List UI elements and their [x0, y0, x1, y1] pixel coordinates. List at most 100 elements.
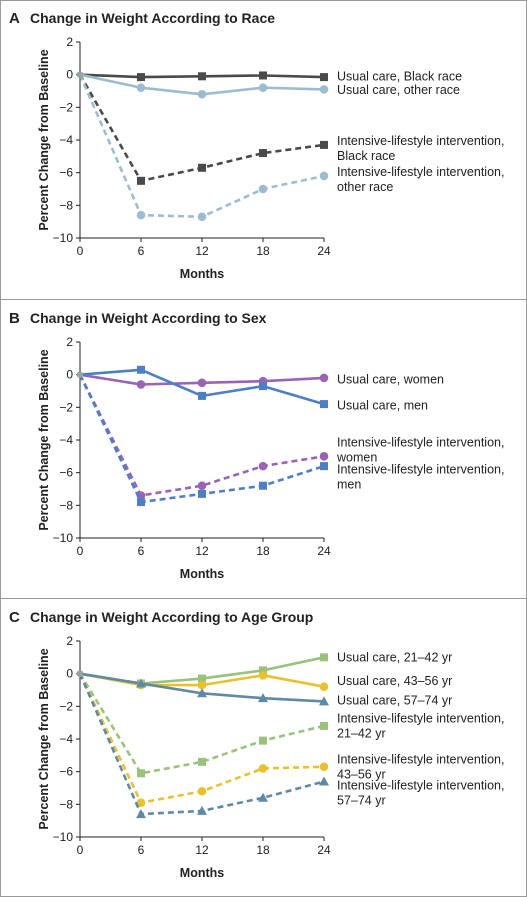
x-tick-label: 0: [77, 544, 84, 558]
legend-label: Usual care, other race: [337, 83, 460, 97]
data-point: [319, 682, 329, 692]
data-point: [197, 89, 207, 99]
data-point: [258, 693, 268, 703]
x-tick-label: 12: [195, 843, 209, 857]
legend-label: Usual care, Black race: [337, 69, 462, 83]
data-point: [197, 212, 207, 222]
data-point: [258, 83, 268, 93]
data-point: [258, 792, 268, 802]
x-tick-label: 18: [256, 244, 270, 258]
data-point: [198, 757, 206, 766]
x-tick-label: 12: [195, 244, 209, 258]
y-tick-label: −4: [59, 433, 73, 447]
data-point: [198, 391, 206, 400]
data-point: [136, 809, 146, 819]
data-point: [136, 210, 146, 220]
series-line: [78, 374, 325, 497]
chart-title: Change in Weight According to Race: [30, 10, 275, 26]
data-point: [319, 452, 329, 461]
data-point: [258, 671, 268, 680]
y-tick-label: −4: [59, 732, 73, 746]
x-axis-label: Months: [180, 267, 224, 281]
data-point: [76, 71, 84, 78]
legend-label: Intensive-lifestyle intervention, men: [337, 462, 504, 491]
y-tick-label: −10: [53, 830, 74, 844]
legend-label: Intensive-lifestyle intervention, Black r…: [337, 134, 504, 163]
y-tick-label: −8: [59, 498, 73, 512]
data-point: [319, 171, 329, 181]
data-point: [319, 762, 329, 772]
data-point: [320, 140, 328, 149]
data-point: [259, 71, 267, 80]
data-point: [198, 489, 206, 498]
data-point: [197, 481, 207, 491]
data-point: [258, 764, 268, 773]
data-point: [198, 72, 206, 81]
legend-label: Intensive-lifestyle intervention, women: [336, 435, 504, 464]
y-tick-label: 0: [66, 667, 73, 681]
data-point: [320, 653, 328, 662]
panel-c: C Change in Weight According to Age Group…: [1, 598, 526, 897]
data-point: [319, 776, 329, 786]
data-point: [137, 176, 145, 185]
x-tick-label: 12: [195, 544, 209, 558]
chart-title: Change in Weight According to Age Group: [30, 609, 313, 625]
data-point: [137, 769, 145, 778]
y-tick-label: −8: [59, 198, 73, 212]
legend-label: Intensive-lifestyle intervention, other r…: [337, 165, 504, 194]
legend-label: Intensive-lifestyle intervention, 21–42 y…: [337, 712, 504, 741]
y-tick-label: −2: [59, 699, 73, 713]
data-point: [319, 373, 329, 383]
legend-label: Usual care, 21–42 yr: [337, 650, 452, 664]
y-tick-label: −10: [53, 531, 74, 545]
panel-b: B Change in Weight According to Sex 2 0 −2 −4…: [1, 299, 526, 599]
panel-a: A Change in Weight According to Race 2 0 −2 −…: [1, 0, 526, 299]
data-point: [259, 149, 267, 158]
x-tick-label: 24: [317, 843, 331, 857]
chart-title: Change in Weight According to Sex: [30, 310, 267, 326]
y-tick-label: −6: [59, 466, 73, 480]
y-tick-label: 0: [66, 368, 73, 382]
data-point: [259, 666, 267, 675]
data-point: [258, 461, 268, 471]
y-tick-label: −4: [59, 133, 73, 147]
y-axis-label: Percent Change from Baseline: [37, 648, 51, 829]
legend-label: Usual care, men: [337, 399, 428, 413]
data-point: [137, 73, 145, 82]
y-tick-label: −2: [59, 400, 73, 414]
x-tick-label: 18: [256, 843, 270, 857]
chart-sex: B Change in Weight According to Sex 2 0 −2 −4…: [9, 310, 504, 581]
data-point: [137, 365, 145, 374]
x-tick-label: 0: [77, 244, 84, 258]
data-point: [136, 380, 146, 389]
data-point: [136, 798, 146, 807]
data-point: [197, 680, 207, 690]
data-point: [137, 498, 145, 507]
data-point: [76, 670, 84, 677]
x-axis-label: Months: [180, 567, 224, 581]
legend-label: Intensive-lifestyle intervention, 57–74 y…: [337, 779, 504, 808]
data-point: [259, 382, 267, 391]
chart-race: A Change in Weight According to Race 2 0 −2 −…: [9, 10, 504, 281]
legend-label: Usual care, 43–56 yr: [337, 674, 452, 688]
data-point: [259, 736, 267, 745]
data-point: [197, 378, 207, 388]
data-point: [259, 481, 267, 490]
x-tick-label: 6: [138, 544, 145, 558]
y-tick-label: 2: [66, 335, 73, 349]
y-tick-label: 0: [66, 68, 73, 82]
data-point: [136, 678, 146, 688]
chart-age-group: C Change in Weight According to Age Group…: [9, 609, 504, 880]
data-point: [320, 73, 328, 82]
data-point: [320, 462, 328, 471]
y-tick-label: −8: [59, 797, 73, 811]
legend-label: Usual care, women: [337, 373, 444, 387]
y-tick-label: −2: [59, 100, 73, 114]
panel-letter: A: [9, 10, 20, 27]
data-point: [258, 184, 268, 194]
data-point: [319, 85, 329, 94]
x-tick-label: 0: [77, 843, 84, 857]
panel-letter: C: [9, 609, 20, 626]
data-point: [320, 721, 328, 730]
data-point: [320, 400, 328, 409]
